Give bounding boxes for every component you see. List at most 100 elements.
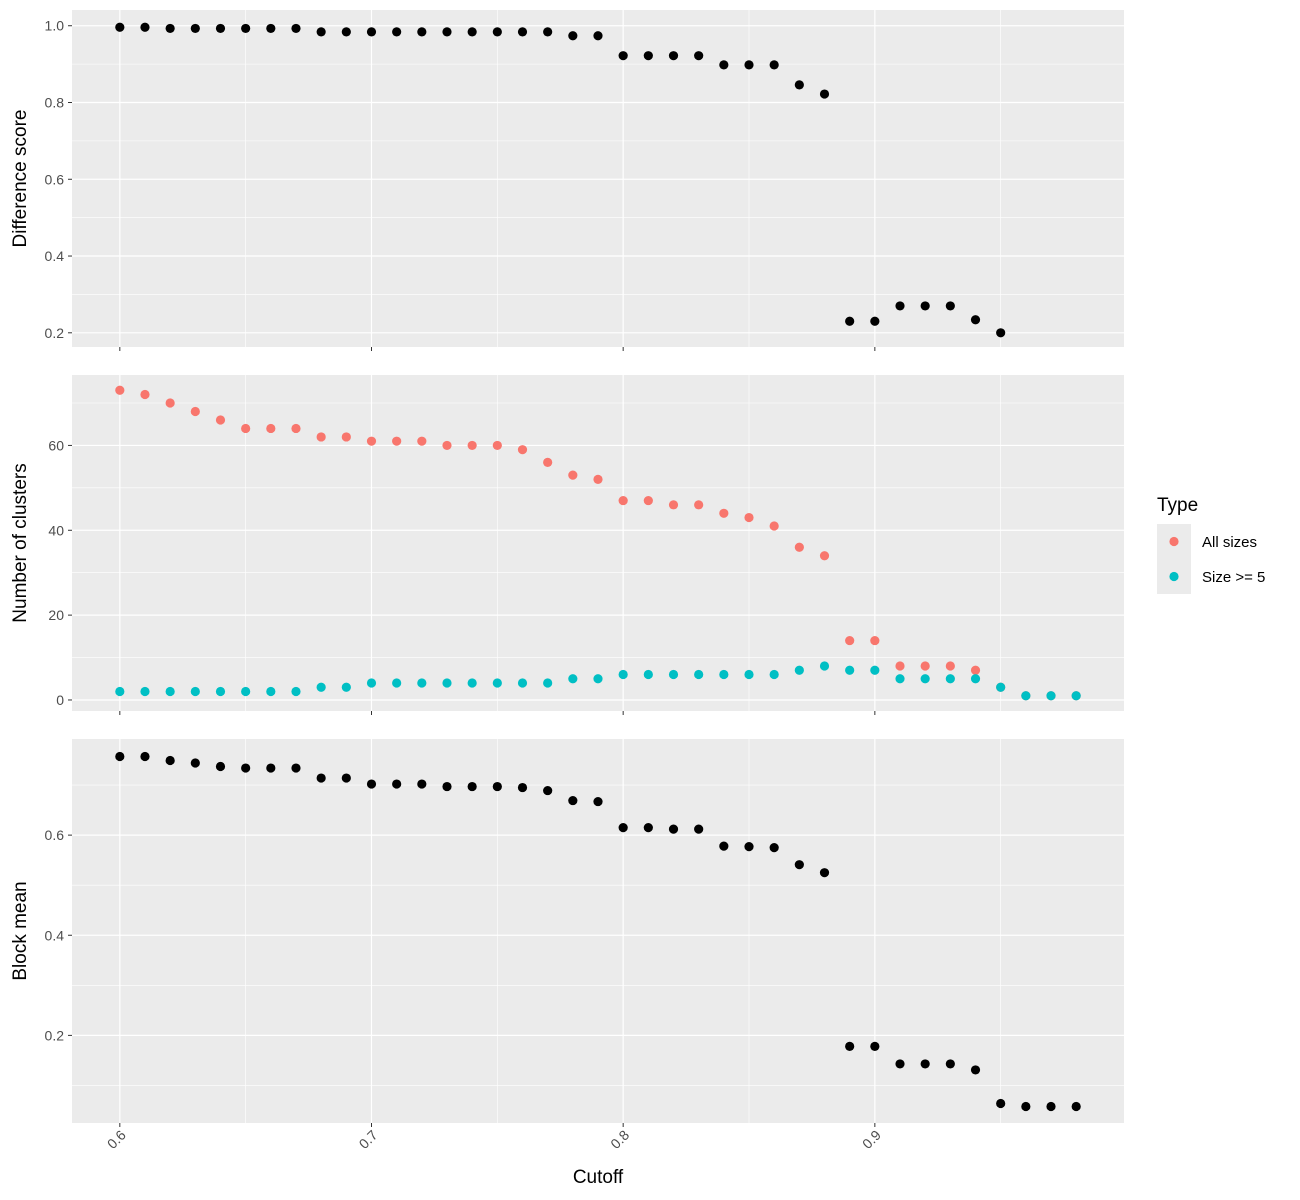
- data-point: [517, 27, 528, 37]
- data-point: [467, 440, 477, 451]
- data-point: [769, 843, 779, 853]
- y-tick-label: 0: [56, 692, 64, 708]
- data-point: [895, 1059, 905, 1069]
- data-point: [845, 1041, 855, 1052]
- data-point: [744, 60, 754, 70]
- data-point: [442, 781, 452, 792]
- x-tick-label: 0.6: [104, 1127, 129, 1152]
- data-point: [568, 795, 578, 806]
- data-point: [417, 436, 427, 446]
- data-point: [1046, 691, 1056, 701]
- data-point: [769, 669, 779, 680]
- data-point: [819, 551, 830, 561]
- data-point: [794, 542, 804, 552]
- data-point: [970, 315, 981, 325]
- data-point: [392, 678, 402, 688]
- data-point: [920, 1059, 930, 1069]
- data-point: [291, 423, 301, 434]
- data-point: [266, 686, 276, 697]
- data-point: [719, 508, 729, 518]
- legend-label: All sizes: [1202, 534, 1257, 551]
- data-point: [165, 398, 175, 408]
- data-point: [694, 500, 704, 510]
- series-1: [115, 385, 1081, 701]
- data-point: [895, 301, 905, 311]
- data-point: [190, 758, 200, 768]
- data-point: [467, 781, 477, 792]
- data-point: [366, 678, 377, 688]
- data-point: [316, 27, 326, 37]
- data-point: [417, 678, 427, 688]
- data-point: [845, 635, 855, 646]
- data-point: [442, 27, 452, 37]
- data-point: [115, 751, 125, 762]
- data-point: [568, 470, 578, 480]
- data-point: [945, 301, 955, 311]
- data-point: [593, 674, 603, 684]
- data-point: [241, 423, 251, 434]
- data-point: [643, 51, 653, 61]
- data-point: [668, 51, 679, 61]
- x-tick-label: 0.8: [607, 1127, 632, 1152]
- y-axis-title: Difference score: [10, 110, 31, 248]
- data-point: [291, 763, 301, 773]
- data-point: [190, 23, 200, 34]
- panel-background: [72, 375, 1124, 711]
- data-point: [543, 785, 553, 796]
- data-point: [970, 674, 981, 684]
- data-point: [517, 678, 528, 688]
- data-point: [215, 761, 226, 772]
- data-point: [643, 669, 653, 680]
- data-point: [668, 669, 679, 680]
- data-point: [115, 686, 125, 697]
- data-point: [668, 500, 679, 510]
- data-point: [291, 686, 301, 697]
- data-point: [719, 669, 729, 680]
- data-point: [140, 22, 150, 32]
- y-tick-label: 0.2: [45, 325, 65, 341]
- data-point: [694, 669, 704, 680]
- data-point: [568, 674, 578, 684]
- y-tick-label: 0.6: [45, 171, 65, 187]
- data-point: [543, 457, 553, 467]
- data-point: [543, 678, 553, 688]
- data-point: [115, 22, 125, 32]
- legend-title: Type: [1157, 495, 1198, 516]
- data-point: [593, 31, 603, 41]
- data-point: [417, 27, 427, 37]
- data-point: [694, 824, 704, 834]
- data-point: [165, 755, 175, 766]
- data-point: [215, 686, 226, 697]
- data-point: [895, 661, 905, 671]
- data-point: [492, 27, 502, 37]
- x-tick-label: 0.7: [356, 1127, 381, 1152]
- data-point: [794, 665, 804, 675]
- data-point: [945, 661, 955, 671]
- data-point: [996, 682, 1006, 692]
- data-point: [266, 763, 276, 773]
- x-tick-label: 0.9: [859, 1127, 884, 1152]
- y-tick-label: 0.4: [45, 927, 65, 943]
- legend-label: Size >= 5: [1202, 569, 1265, 586]
- data-point: [618, 51, 628, 61]
- data-point: [668, 824, 679, 834]
- y-axis-title: Number of clusters: [10, 463, 31, 622]
- data-point: [744, 842, 754, 852]
- data-point: [870, 665, 880, 675]
- data-point: [543, 27, 553, 37]
- data-point: [517, 782, 528, 793]
- data-point: [1021, 1101, 1031, 1112]
- data-point: [970, 1065, 981, 1075]
- data-point: [417, 779, 427, 789]
- y-tick-label: 60: [48, 437, 64, 453]
- data-point: [492, 678, 502, 688]
- data-point: [115, 385, 125, 395]
- data-point: [794, 860, 804, 870]
- data-point: [241, 23, 251, 34]
- panel-2: [68, 375, 1124, 715]
- panel-1: [68, 10, 1124, 351]
- y-axis-title: Block mean: [10, 881, 31, 980]
- legend-key-2: [1169, 571, 1179, 582]
- data-point: [996, 1098, 1006, 1109]
- data-point: [970, 665, 981, 675]
